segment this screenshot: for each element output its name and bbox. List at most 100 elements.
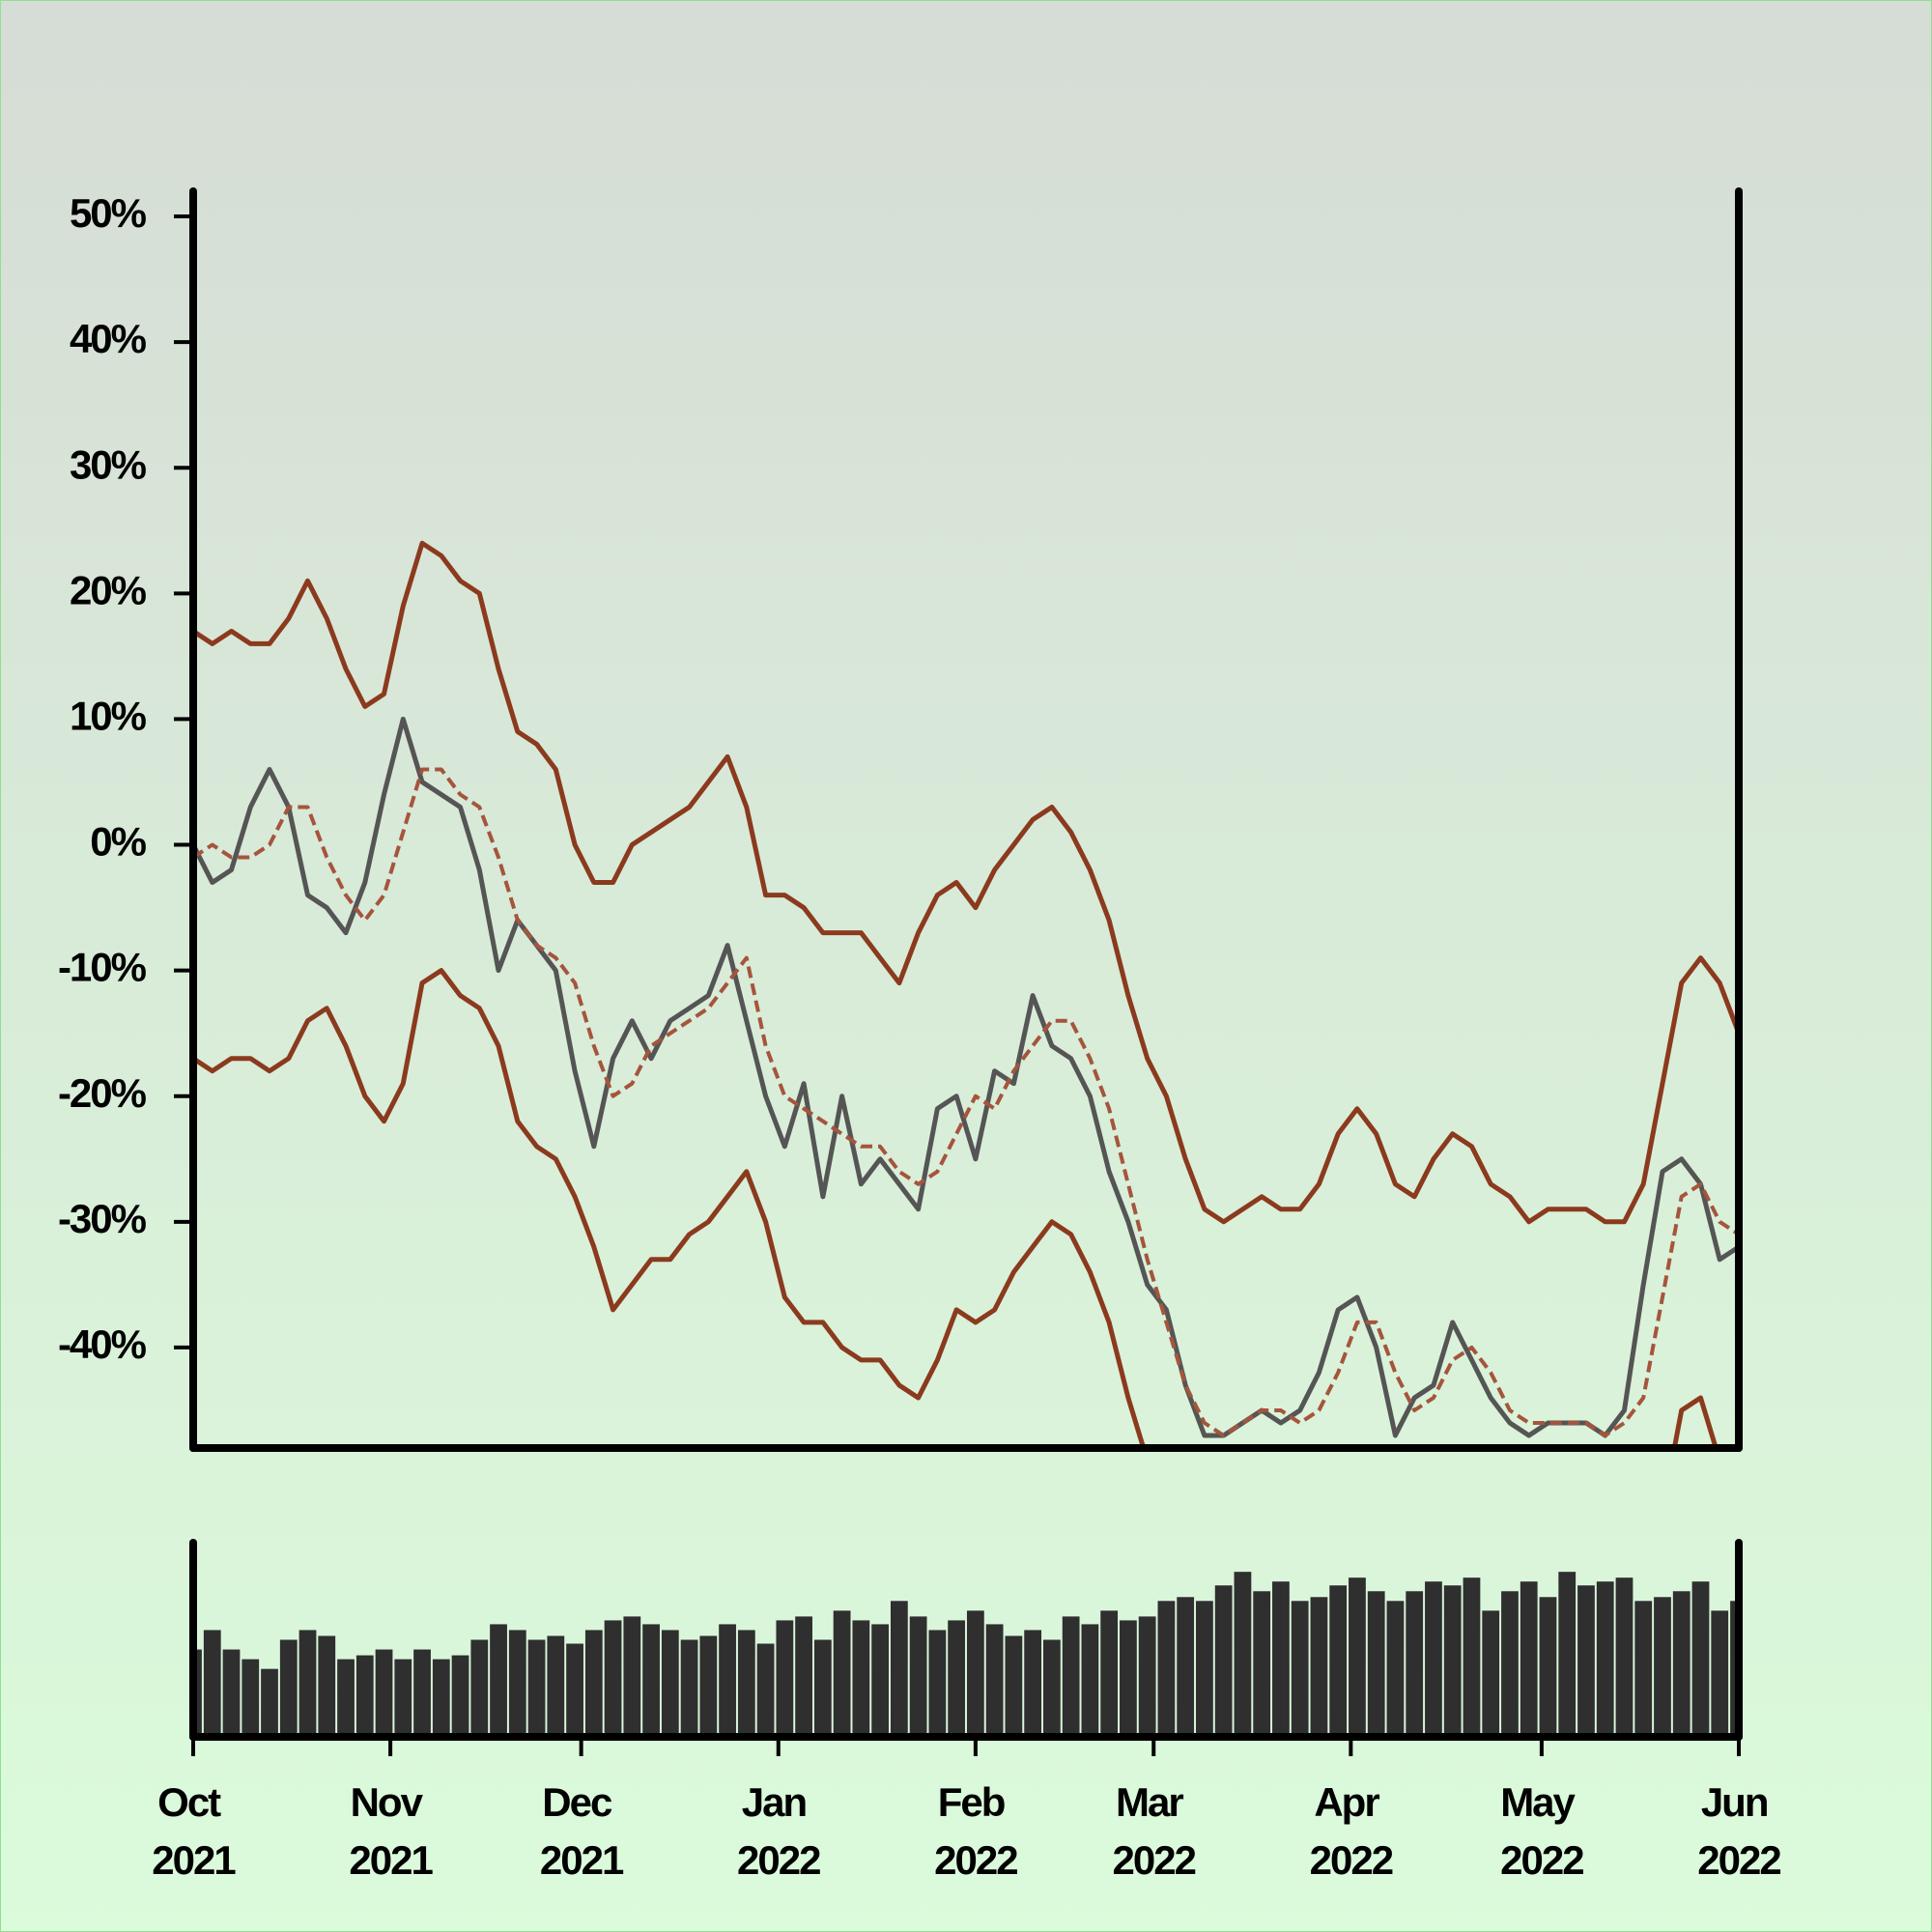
volume-bar (1501, 1591, 1519, 1737)
volume-bar (203, 1630, 221, 1737)
volume-bar (1349, 1577, 1366, 1737)
volume-bar (1138, 1616, 1156, 1737)
volume-bar (1672, 1591, 1690, 1737)
series-line (193, 968, 1739, 1448)
volume-bar (604, 1620, 622, 1737)
volume-bar (222, 1649, 241, 1737)
volume-bar (928, 1630, 947, 1737)
volume-bar (680, 1639, 698, 1737)
volume-bar (1654, 1597, 1671, 1737)
volume-bar (661, 1630, 679, 1737)
y-tick-label: 0% (90, 819, 146, 865)
volume-bar (1577, 1585, 1595, 1737)
volume-bar (1329, 1585, 1348, 1737)
volume-bar (1634, 1601, 1653, 1737)
volume-bar (852, 1620, 870, 1737)
volume-bar (756, 1643, 775, 1737)
volume-bar (1253, 1591, 1271, 1737)
volume-bar (985, 1624, 1004, 1737)
volume-bar (261, 1668, 278, 1737)
volume-bar (1177, 1597, 1195, 1737)
x-tick-label: Apr 2022 (1310, 1779, 1393, 1883)
volume-bar (890, 1601, 908, 1737)
y-tick-label: -40% (58, 1321, 147, 1367)
y-tick-label: 20% (70, 567, 147, 612)
volume-bar (193, 1649, 202, 1737)
volume-panel (193, 1572, 1739, 1737)
volume-bar (871, 1624, 889, 1737)
volume-bar (795, 1616, 812, 1737)
volume-bar (298, 1630, 317, 1737)
volume-bar (948, 1620, 966, 1737)
y-tick-label: 30% (70, 441, 147, 487)
volume-bar (909, 1616, 927, 1737)
volume-bar (776, 1620, 794, 1737)
volume-bar (470, 1639, 489, 1737)
x-tick-label: Dec 2021 (540, 1779, 624, 1883)
volume-bar (1062, 1616, 1080, 1737)
volume-bar (451, 1655, 469, 1737)
volume-bar (1425, 1581, 1442, 1737)
volume-bar (719, 1624, 736, 1737)
x-tick-label: Feb 2022 (934, 1779, 1017, 1883)
volume-bar (1120, 1620, 1137, 1737)
volume-bar (337, 1659, 355, 1737)
volume-bar (1691, 1581, 1710, 1737)
volume-bar (1005, 1635, 1023, 1737)
volume-bar (1214, 1585, 1233, 1737)
volume-bar (394, 1659, 412, 1737)
volume-bar (1520, 1581, 1538, 1737)
volume-bar (1463, 1577, 1481, 1737)
volume-bar (242, 1659, 260, 1737)
volume-bar (584, 1630, 603, 1737)
volume-bar (623, 1616, 641, 1737)
volume-bar (1234, 1572, 1252, 1737)
x-tick-label: Jan 2022 (737, 1779, 820, 1883)
volume-bar (833, 1610, 851, 1737)
y-tick-label: -30% (58, 1196, 147, 1241)
volume-bar (1730, 1601, 1739, 1737)
volume-bar (737, 1630, 755, 1737)
volume-bar (1406, 1591, 1424, 1737)
volume-bar (1539, 1597, 1557, 1737)
volume-bar (1043, 1639, 1061, 1737)
volume-bar (566, 1643, 583, 1737)
volume-bar (432, 1659, 450, 1737)
series-line (193, 540, 1739, 1225)
x-tick-label: Mar 2022 (1113, 1779, 1196, 1883)
volume-bar (1081, 1624, 1099, 1737)
volume-bar (1558, 1572, 1577, 1737)
volume-bar (1596, 1581, 1614, 1737)
volume-bar (1157, 1601, 1176, 1737)
volume-bar (413, 1649, 431, 1737)
y-tick-label: 40% (70, 316, 147, 361)
moving-average-line (193, 767, 1739, 1437)
volume-bar (1443, 1585, 1462, 1737)
x-tick-label: Jun 2022 (1697, 1779, 1780, 1883)
x-tick-label: May 2022 (1500, 1779, 1583, 1883)
y-tick-label: -20% (58, 1070, 147, 1116)
volume-bar (813, 1639, 832, 1737)
y-tick-label: 10% (70, 694, 147, 739)
volume-bar (1482, 1610, 1500, 1737)
volume-bar (642, 1624, 660, 1737)
volume-bar (490, 1624, 507, 1737)
volume-bar (1711, 1610, 1729, 1737)
volume-bar (1386, 1601, 1405, 1737)
y-tick-label: -10% (58, 945, 147, 990)
volume-bar (508, 1630, 526, 1737)
plot-area (193, 540, 1739, 1448)
volume-bar (375, 1649, 393, 1737)
volume-bar (966, 1610, 984, 1737)
volume-bar (547, 1635, 565, 1737)
x-tick-label: Nov 2021 (349, 1779, 433, 1883)
volume-bar (527, 1639, 546, 1737)
x-tick-label: Oct 2021 (152, 1779, 236, 1883)
volume-bar (1024, 1630, 1042, 1737)
series-line (193, 716, 1739, 1438)
axes: -40% -30% -20% -10% 0% 10% 20% 30% 40% 50% Oct 202… (58, 187, 1782, 1883)
volume-bar (1291, 1601, 1309, 1737)
volume-bar (1310, 1597, 1328, 1737)
volume-bar (1100, 1610, 1119, 1737)
